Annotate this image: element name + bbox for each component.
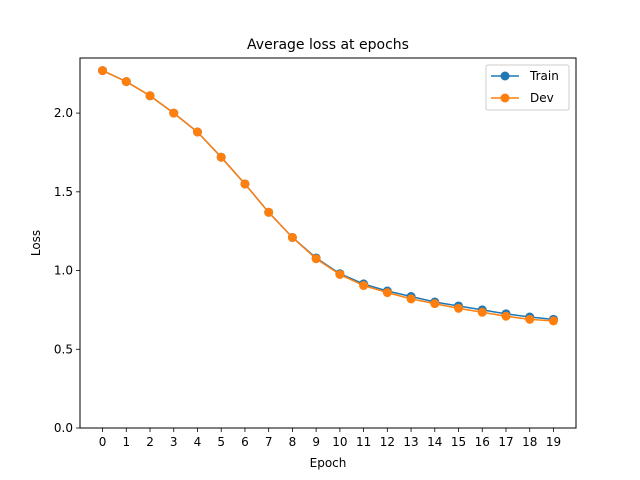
data-point-dev bbox=[311, 254, 321, 264]
data-point-dev bbox=[335, 269, 345, 279]
x-tick-label: 13 bbox=[403, 435, 418, 449]
y-axis: 0.0 0.5 1.0 1.5 2.0 bbox=[54, 106, 80, 435]
y-tick-label: 1.5 bbox=[54, 185, 73, 199]
data-point-dev bbox=[240, 179, 250, 189]
x-tick-label: 12 bbox=[380, 435, 395, 449]
series-layer bbox=[98, 66, 558, 326]
x-tick-label: 19 bbox=[546, 435, 561, 449]
data-point-dev bbox=[98, 66, 108, 76]
data-point-dev bbox=[192, 127, 202, 137]
data-point-dev bbox=[169, 108, 179, 118]
data-point-dev bbox=[359, 281, 369, 291]
data-point-dev bbox=[430, 299, 440, 309]
data-point-dev bbox=[382, 288, 392, 298]
x-tick-label: 4 bbox=[194, 435, 202, 449]
data-point-dev bbox=[454, 303, 464, 313]
data-point-dev bbox=[264, 207, 274, 217]
x-tick-label: 1 bbox=[122, 435, 130, 449]
legend-marker-train bbox=[500, 71, 510, 81]
data-point-dev bbox=[216, 152, 226, 162]
x-tick-label: 16 bbox=[475, 435, 490, 449]
x-tick-label: 0 bbox=[99, 435, 107, 449]
x-tick-label: 6 bbox=[241, 435, 249, 449]
x-tick-label: 14 bbox=[427, 435, 442, 449]
y-axis-label: Loss bbox=[29, 230, 43, 256]
x-axis: 0 1 2 3 4 5 6 7 8 9 10 11 12 13 14 15 16 17 18 19 bbox=[99, 428, 561, 449]
legend-label-train: Train bbox=[529, 69, 559, 83]
data-point-dev bbox=[145, 91, 155, 101]
series-dev bbox=[98, 66, 558, 326]
legend-item-dev: Dev bbox=[491, 91, 554, 105]
data-point-dev bbox=[287, 232, 297, 242]
legend-label-dev: Dev bbox=[530, 91, 554, 105]
y-tick-label: 2.0 bbox=[54, 106, 73, 120]
legend-marker-dev bbox=[500, 93, 510, 103]
x-tick-label: 9 bbox=[312, 435, 320, 449]
data-point-dev bbox=[548, 316, 558, 326]
x-tick-label: 2 bbox=[146, 435, 154, 449]
legend: Train Dev bbox=[485, 64, 570, 111]
y-tick-label: 0.0 bbox=[54, 421, 73, 435]
x-tick-label: 7 bbox=[265, 435, 273, 449]
data-point-dev bbox=[121, 77, 131, 87]
data-point-dev bbox=[477, 307, 487, 317]
data-point-dev bbox=[525, 314, 535, 324]
x-tick-label: 10 bbox=[332, 435, 347, 449]
plot-area bbox=[79, 57, 577, 429]
x-tick-label: 15 bbox=[451, 435, 466, 449]
x-tick-label: 17 bbox=[498, 435, 513, 449]
data-point-dev bbox=[501, 311, 511, 321]
legend-item-train: Train bbox=[491, 69, 559, 83]
chart-title: Average loss at epochs bbox=[247, 37, 409, 53]
x-axis-label: Epoch bbox=[310, 456, 347, 470]
x-tick-label: 8 bbox=[289, 435, 297, 449]
x-tick-label: 3 bbox=[170, 435, 178, 449]
x-tick-label: 18 bbox=[522, 435, 537, 449]
plot-frame bbox=[79, 57, 577, 429]
x-tick-label: 11 bbox=[356, 435, 371, 449]
x-tick-label: 5 bbox=[217, 435, 225, 449]
y-tick-label: 0.5 bbox=[54, 342, 73, 356]
data-point-dev bbox=[406, 294, 416, 304]
y-tick-label: 1.0 bbox=[54, 264, 73, 278]
